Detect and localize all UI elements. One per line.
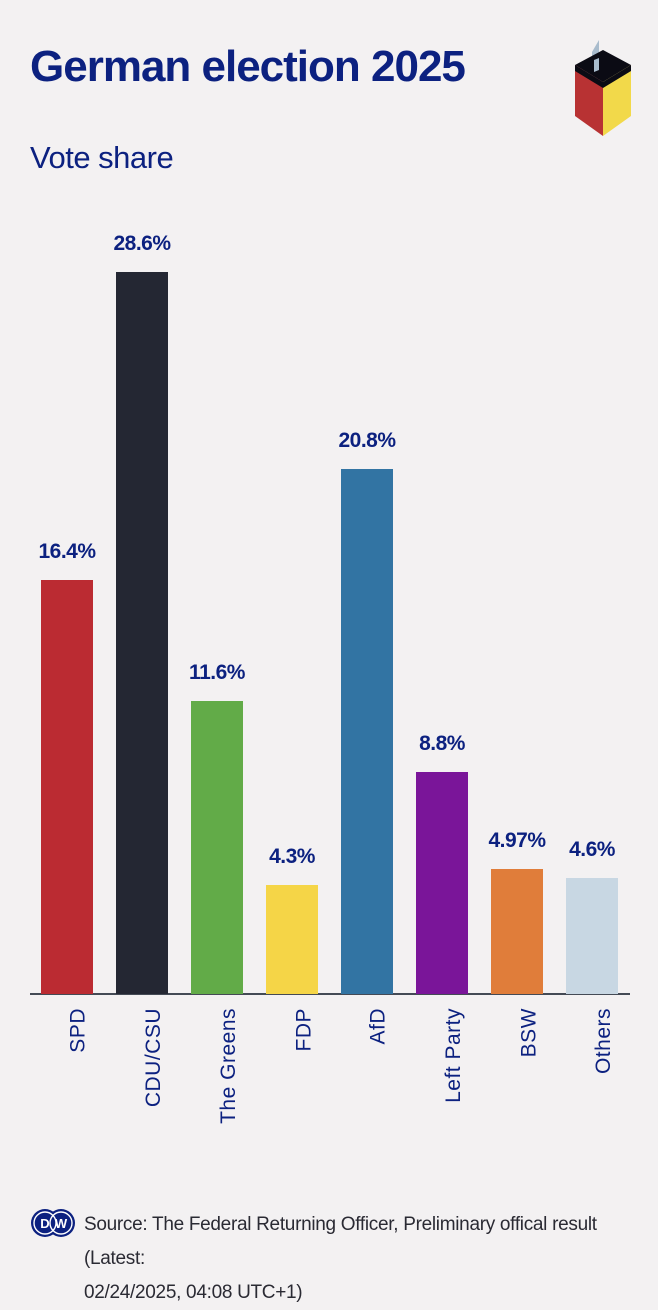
x-axis-line [30, 993, 630, 995]
chart-title: German election 2025 [30, 42, 466, 91]
bar-the-greens [191, 701, 243, 994]
bar-value-label: 11.6% [189, 661, 245, 684]
category-label: Others [562, 1008, 615, 1168]
category-label-text: Left Party [442, 1008, 465, 1103]
bar-chart: 16.4% SPD 28.6% CDU/CSU 11.6% The Greens 4.3% F… [30, 232, 630, 1168]
bar-cdu-csu [116, 272, 168, 994]
category-label-text: SPD [67, 1008, 90, 1053]
category-label: Left Party [412, 1008, 465, 1168]
bar-spd [41, 580, 93, 994]
bar-value-label: 4.3% [269, 845, 315, 868]
bar-fdp [266, 885, 318, 994]
category-label-text: AfD [367, 1008, 390, 1045]
bar-value-label: 8.8% [419, 732, 465, 755]
chart-subtitle: Vote share [30, 140, 174, 175]
bar-value-label: 4.97% [488, 829, 546, 852]
category-label: AfD [337, 1008, 390, 1168]
dw-logo-icon: D W [30, 1208, 76, 1238]
bar-left-party [416, 772, 468, 994]
category-label: The Greens [187, 1008, 240, 1168]
source-note: Source: The Federal Returning Officer, P… [84, 1208, 654, 1310]
bar-value-label: 28.6% [113, 232, 171, 255]
bar-value-label: 16.4% [38, 540, 96, 563]
category-label-text: The Greens [217, 1008, 240, 1124]
bar-value-label: 20.8% [338, 429, 396, 452]
category-label-text: FDP [292, 1008, 315, 1052]
svg-text:D: D [40, 1216, 49, 1231]
svg-text:W: W [55, 1216, 68, 1231]
category-label: BSW [487, 1008, 540, 1168]
bar-bsw [491, 869, 543, 994]
bar-afd [341, 469, 393, 994]
category-label: CDU/CSU [112, 1008, 165, 1168]
bar-others [566, 878, 618, 994]
category-label: SPD [37, 1008, 90, 1168]
category-label: FDP [262, 1008, 315, 1168]
ballot-box-icon [572, 30, 634, 140]
bar-value-label: 4.6% [569, 838, 615, 861]
source-line-1: Source: The Federal Returning Officer, P… [84, 1214, 597, 1269]
category-label-text: Others [592, 1008, 615, 1075]
source-line-2: 02/24/2025, 04:08 UTC+1) [84, 1282, 303, 1303]
category-label-text: CDU/CSU [142, 1008, 165, 1108]
category-label-text: BSW [517, 1008, 540, 1058]
